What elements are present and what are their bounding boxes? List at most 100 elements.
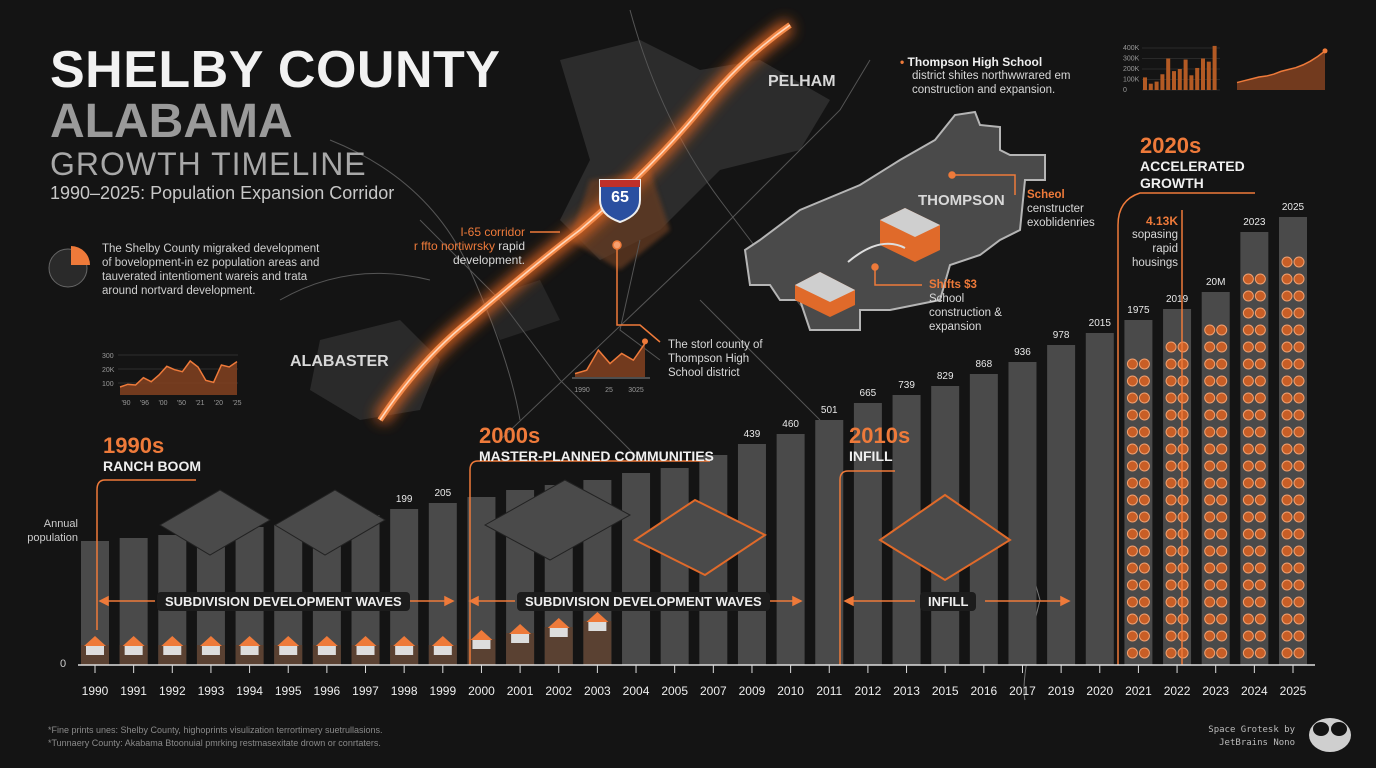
house-cluster-icon [1177, 460, 1189, 472]
house-cluster-icon [1138, 528, 1150, 540]
house-cluster-icon [1281, 460, 1293, 472]
bar-2020 [1085, 333, 1114, 665]
x-tick-label: 2010 [777, 684, 804, 698]
x-tick-label: 1999 [429, 684, 456, 698]
bar-data-label: 1975 [1127, 305, 1150, 316]
house-cluster-icon [1254, 477, 1266, 489]
house-cluster-icon [1126, 545, 1138, 557]
span-label: INFILL [920, 592, 977, 611]
bar-data-label: 2023 [1243, 217, 1266, 228]
top-mini-bar [1201, 58, 1205, 90]
house-cluster-icon [1216, 596, 1228, 608]
house-cluster-icon [1242, 545, 1254, 557]
house-cluster-icon [1126, 579, 1138, 591]
place-alabaster: ALABASTER [290, 353, 389, 370]
house-cluster-icon [1293, 341, 1305, 353]
house-cluster-icon [1293, 324, 1305, 336]
house-cluster-icon [1242, 290, 1254, 302]
house-cluster-icon [1242, 341, 1254, 353]
house-cluster-icon [1177, 579, 1189, 591]
left-mini-ytick: 100 [102, 381, 114, 388]
bar-data-label: 665 [860, 388, 877, 399]
house-cluster-icon [1242, 375, 1254, 387]
house-cluster-icon [1204, 562, 1216, 574]
house-cluster-icon [1165, 494, 1177, 506]
era-decade: 2020s [1140, 133, 1202, 158]
bar-2025 [1279, 217, 1307, 665]
house-cluster-icon [1242, 273, 1254, 285]
x-tick-label: 2019 [1048, 684, 1075, 698]
house-cluster-icon [1177, 647, 1189, 659]
footnote-2: *Tunnaery County: Akabama Btoonuial pmrk… [48, 738, 381, 748]
house-cluster-icon [1177, 409, 1189, 421]
x-tick-label: 2021 [1125, 684, 1152, 698]
era-decade: 2010s [849, 423, 911, 448]
bar-data-label: 739 [898, 380, 915, 391]
house-cluster-icon [1281, 630, 1293, 642]
house-cluster-icon [1281, 341, 1293, 353]
house-cluster-icon [1138, 460, 1150, 472]
era-title: MASTER-PLANNED COMMUNITIES [479, 448, 714, 464]
house-cluster-icon [1281, 409, 1293, 421]
house-cluster-icon [1165, 358, 1177, 370]
house-cluster-icon [1293, 290, 1305, 302]
top-right-mini-line [1236, 50, 1326, 84]
house-cluster-icon [1138, 511, 1150, 523]
title-line1: SHELBY COUNTY [50, 41, 501, 99]
bar-data-label: 936 [1014, 347, 1031, 358]
y-tick-0: 0 [60, 658, 67, 670]
house-cluster-icon [1293, 477, 1305, 489]
footnotes: *Fine prints unes: Shelby County, highop… [48, 724, 383, 750]
house-cluster-icon [1281, 443, 1293, 455]
house-cluster-icon [1293, 460, 1305, 472]
corridor-note-line2a: r ffto nortiwrsky [413, 239, 495, 253]
era-title: ACCELERATED GROWTH [1140, 158, 1245, 191]
house-cluster-icon [1177, 392, 1189, 404]
house-cluster-icon [1177, 511, 1189, 523]
house-cluster-icon [1242, 460, 1254, 472]
house-cluster-icon [1138, 477, 1150, 489]
i65-corridor [374, 19, 795, 424]
house-cluster-icon [1177, 630, 1189, 642]
house-cluster-icon [1126, 528, 1138, 540]
house-cluster-icon [1204, 409, 1216, 421]
house-cluster-icon [1242, 392, 1254, 404]
left-mini-line [119, 359, 238, 388]
house-cluster-icon [1216, 562, 1228, 574]
house-cluster-icon [1126, 409, 1138, 421]
house-cluster-icon [1242, 630, 1254, 642]
house-cluster-icon [1177, 341, 1189, 353]
house-cluster-icon [1254, 630, 1266, 642]
top-mini-bar [1177, 69, 1182, 90]
bar-data-label: 2015 [1089, 318, 1112, 329]
house-roof-icon [547, 618, 570, 628]
school-building-icon-2 [795, 272, 855, 317]
top-mini-ytick: 100K [1123, 77, 1140, 84]
house-cluster-icon [1138, 545, 1150, 557]
pie-icon [48, 246, 90, 288]
bar-data-label: 978 [1053, 330, 1070, 341]
intro-text: The Shelby County migraked development o… [102, 243, 320, 297]
house-cluster-icon [1216, 528, 1228, 540]
house-cluster-icon [1216, 375, 1228, 387]
house-cluster-icon [1293, 358, 1305, 370]
x-tick-label: 1993 [198, 684, 225, 698]
corridor-note-line3: development. [452, 253, 525, 267]
footnote-1: *Fine prints unes: Shelby County, highop… [48, 725, 383, 735]
bullet-icon: • [900, 55, 908, 69]
x-tick-label: 2020 [1086, 684, 1113, 698]
x-tick-label: 2015 [932, 684, 959, 698]
house-cluster-icon [1165, 460, 1177, 472]
house-cluster-icon [1216, 460, 1228, 472]
house-cluster-icon [1204, 545, 1216, 557]
house-cluster-icon [1138, 596, 1150, 608]
bar-2011 [815, 420, 844, 665]
house-cluster-icon [1165, 613, 1177, 625]
house-roof-icon [122, 636, 145, 646]
house-cluster-icon [1138, 630, 1150, 642]
house-cluster-icon [1242, 443, 1254, 455]
left-mini-xtick: '96 [140, 400, 149, 407]
house-cluster-icon [1281, 511, 1293, 523]
house-cluster-icon [1126, 426, 1138, 438]
bar-2017 [1008, 362, 1037, 665]
